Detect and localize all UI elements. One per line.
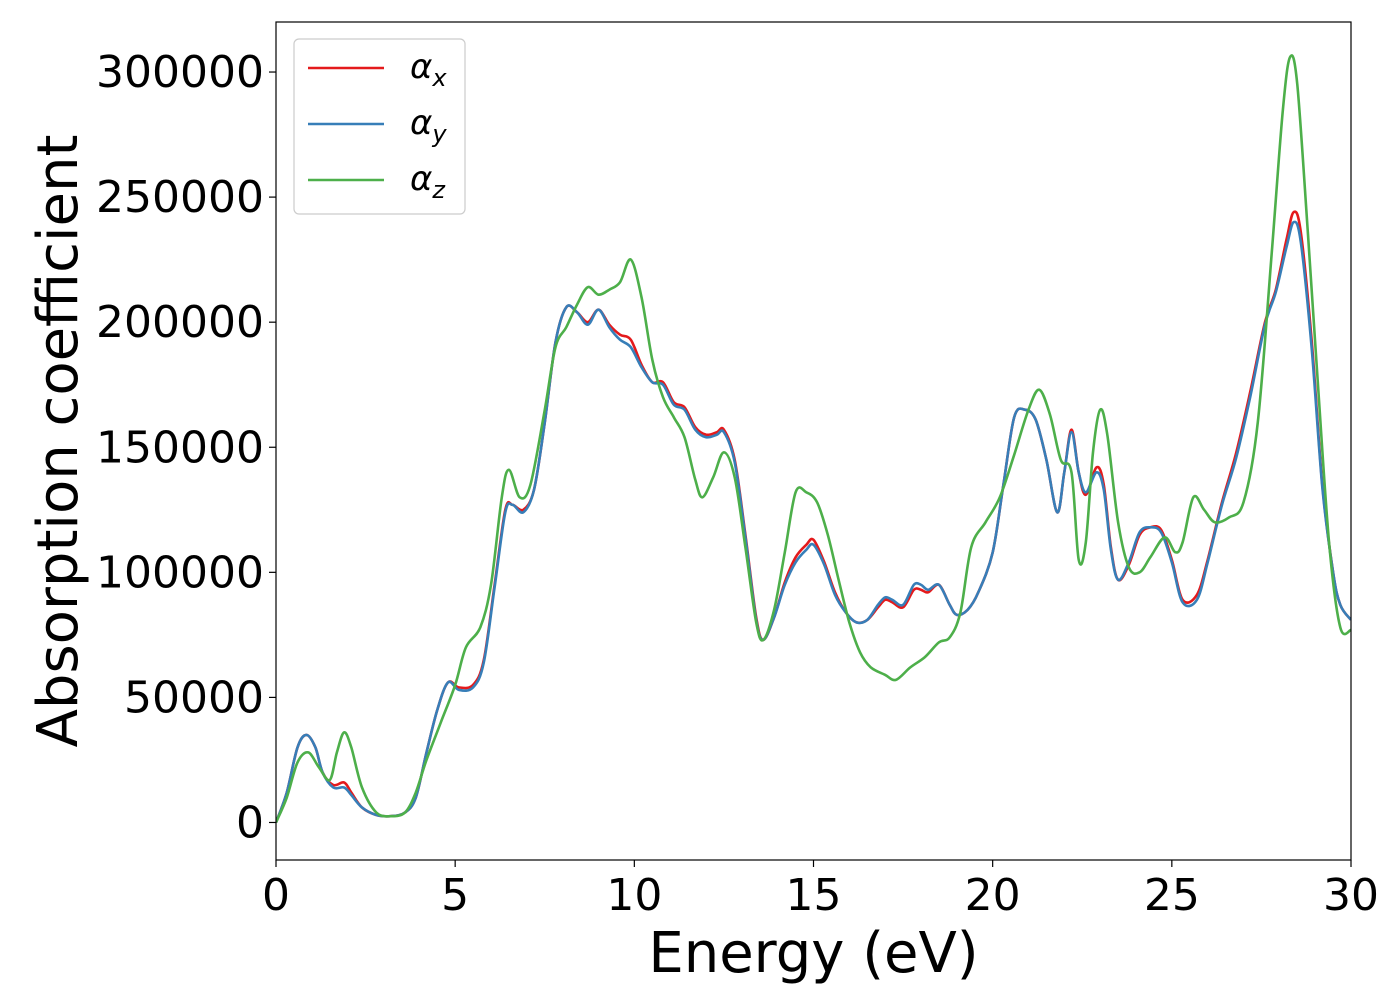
series-line-z: [276, 54, 1351, 824]
plot-area: [276, 54, 1351, 824]
y-axis-title: Absorption coefficient: [26, 135, 91, 748]
legend-label-y: αy: [410, 103, 447, 148]
legend: αx αy αz: [293, 38, 466, 215]
x-tick-label: 0: [262, 870, 290, 921]
x-tick-label: 25: [1144, 870, 1200, 921]
x-tick-label: 5: [441, 870, 469, 921]
x-axis-title: Energy (eV): [648, 921, 978, 986]
y-tick-label: 50000: [124, 672, 264, 723]
y-tick-label: 100000: [96, 547, 264, 598]
x-tick-label: 10: [606, 870, 662, 921]
legend-label-x: αx: [410, 47, 447, 92]
x-axis-ticks: 0 5 10 15 20 25 30: [262, 860, 1379, 921]
x-tick-label: 20: [965, 870, 1021, 921]
x-tick-label: 15: [786, 870, 842, 921]
legend-box: [293, 38, 466, 215]
y-tick-label: 200000: [96, 297, 264, 348]
y-tick-label: 0: [236, 797, 264, 848]
y-tick-label: 300000: [96, 47, 264, 98]
y-tick-label: 250000: [96, 172, 264, 223]
x-tick-label: 30: [1323, 870, 1379, 921]
y-tick-label: 150000: [96, 422, 264, 473]
legend-label-z: αz: [410, 159, 446, 204]
y-axis-ticks: 0 50000 100000 150000 200000 250000 300000: [96, 47, 276, 848]
series-line-y: [276, 220, 1351, 823]
